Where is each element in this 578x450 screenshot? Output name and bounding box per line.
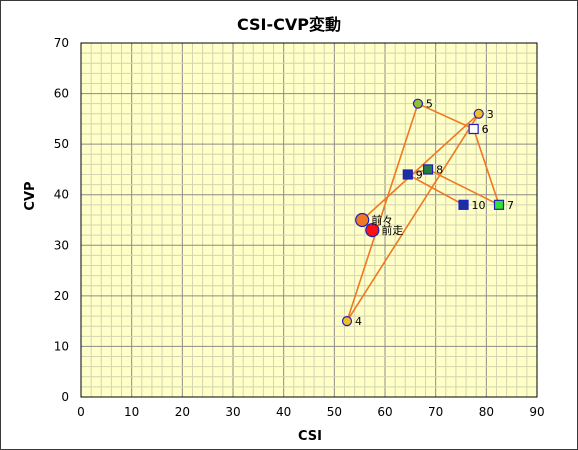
x-tick-label: 90 <box>529 405 544 419</box>
data-point <box>412 98 424 109</box>
data-point <box>365 223 380 238</box>
point-label: 5 <box>426 98 433 111</box>
y-tick-label: 70 <box>54 36 69 50</box>
point-label: 10 <box>472 199 486 212</box>
x-tick-label: 60 <box>377 405 392 419</box>
data-point <box>402 169 413 180</box>
x-tick-label: 0 <box>77 405 85 419</box>
x-tick-label: 70 <box>428 405 443 419</box>
point-label: 3 <box>487 108 494 121</box>
data-markers <box>341 98 505 327</box>
x-tick-label: 20 <box>175 405 190 419</box>
y-tick-label: 20 <box>54 289 69 303</box>
tick-labels: 0 10 20 30 40 50 60 70 80 90 0 10 20 30 40 50 60 70 <box>54 36 545 419</box>
data-point <box>422 164 434 175</box>
x-axis-label: CSI <box>298 429 322 444</box>
y-tick-label: 30 <box>54 238 69 252</box>
x-tick-label: 40 <box>276 405 291 419</box>
y-tick-label: 60 <box>54 87 69 101</box>
y-axis-label: CVP <box>23 181 38 210</box>
point-label: 前走 <box>381 223 403 237</box>
point-label: 6 <box>482 123 489 136</box>
point-label: 8 <box>436 163 443 176</box>
data-point <box>473 108 484 119</box>
y-tick-label: 50 <box>54 137 69 151</box>
x-tick-label: 30 <box>225 405 240 419</box>
data-point <box>493 199 505 210</box>
y-tick-label: 0 <box>61 390 69 404</box>
y-tick-label: 10 <box>54 339 69 353</box>
data-point <box>355 212 370 228</box>
point-label: 4 <box>355 315 362 328</box>
point-label: 7 <box>507 199 514 212</box>
plot-border <box>80 42 538 398</box>
plot-area <box>81 43 537 397</box>
chart-title: CSI-CVP変動 <box>237 15 341 34</box>
x-tick-label: 50 <box>327 405 342 419</box>
data-point <box>458 199 469 210</box>
point-label: 前々 <box>371 213 393 227</box>
data-point <box>341 316 353 327</box>
point-label: 9 <box>416 168 423 181</box>
data-point <box>468 123 479 135</box>
x-tick-label: 10 <box>124 405 139 419</box>
y-tick-label: 40 <box>54 188 69 202</box>
x-tick-label: 80 <box>479 405 494 419</box>
